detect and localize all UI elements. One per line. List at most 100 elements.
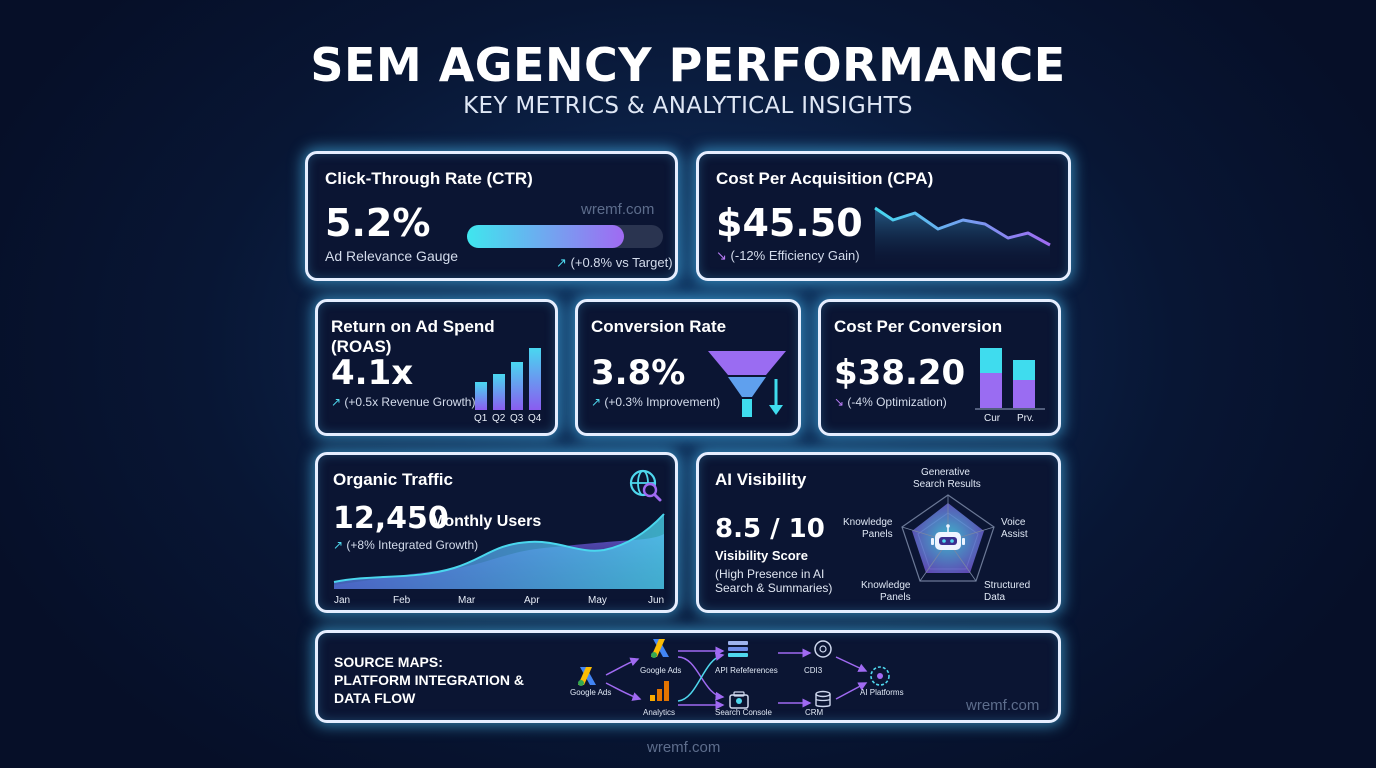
ctr-title: Click-Through Rate (CTR) — [325, 169, 533, 188]
ctr-gauge-fill — [467, 225, 624, 248]
radar-label-bottom-left-2: Panels — [880, 592, 911, 603]
radar-label-right-2: Assist — [1001, 529, 1028, 540]
ai-visibility-card: AI Visibility 8.5 / 10 Visibility Score … — [696, 452, 1061, 613]
organic-line-cyan — [333, 513, 665, 583]
node-label-ai-platforms: AI Platforms — [860, 688, 904, 697]
ai-visibility-note-2: Search & Summaries) — [715, 581, 833, 595]
organic-value: 12,450 — [333, 501, 449, 536]
organic-traffic-card: Organic Traffic 12,450 Monthly Users ↗ (… — [315, 452, 678, 613]
source-maps-title-1: SOURCE MAPS: — [334, 654, 443, 670]
roas-bar-q1 — [475, 382, 487, 410]
flow-crm-to-ai — [835, 682, 868, 700]
source-maps-title-2: PLATFORM INTEGRATION & — [334, 672, 525, 688]
globe-search-icon — [629, 469, 662, 502]
roas-tick-q1: Q1 — [474, 413, 488, 424]
radar-label-bottom-right-1: Structured — [984, 580, 1031, 591]
organic-tick-jun: Jun — [648, 595, 665, 606]
roas-bar-q4 — [529, 348, 541, 410]
node-label-crm: CRM — [805, 708, 824, 717]
source-maps-watermark: wremf.com — [966, 697, 1040, 714]
search-console-icon — [729, 691, 749, 709]
roas-change: ↗ (+0.5x Revenue Growth) — [331, 395, 476, 409]
cpa-title: Cost Per Acquisition (CPA) — [716, 169, 934, 188]
conversion-rate-title: Conversion Rate — [591, 317, 727, 336]
roas-title: Return on Ad Spend (ROAS) — [331, 317, 495, 356]
page-subtitle: KEY METRICS & ANALYTICAL INSIGHTS — [463, 93, 913, 119]
roas-bar-q2 — [493, 374, 505, 410]
organic-area-cyan — [334, 514, 664, 589]
cpa-card: Cost Per Acquisition (CPA) $45.50 ↘ (-12… — [696, 151, 1071, 281]
tick-prv: Prv. — [1017, 413, 1035, 424]
organic-tick-jan: Jan — [334, 595, 351, 606]
bar-prv-bottom — [1013, 380, 1035, 408]
arrow-down-icon: ↘ — [834, 395, 845, 409]
radar-label-left-1: Knowledge — [843, 517, 893, 528]
api-stack-icon — [728, 641, 748, 657]
roas-value: 4.1x — [331, 353, 414, 393]
arrow-up-icon: ↗ — [591, 395, 602, 409]
organic-unit: Monthly Users — [431, 513, 542, 530]
conversion-rate-change: ↗ (+0.3% Improvement) — [591, 395, 721, 409]
ctr-watermark: wremf.com — [581, 201, 655, 218]
cpa-sparkline — [874, 206, 1051, 266]
cpa-value: $45.50 — [716, 201, 863, 245]
tick-cur: Cur — [984, 413, 1001, 424]
bar-cur-bottom — [980, 373, 1002, 408]
google-ads-icon — [651, 639, 669, 658]
flow-cdi3-to-ai — [835, 656, 868, 672]
cost-per-conversion-card: Cost Per Conversion $38.20 ↘ (-4% Optimi… — [818, 299, 1061, 436]
roas-bar-q3 — [511, 362, 523, 410]
roas-tick-q3: Q3 — [510, 413, 524, 424]
organic-tick-feb: Feb — [393, 595, 411, 606]
cdi3-icon — [814, 640, 832, 658]
ai-visibility-radar — [901, 494, 995, 582]
ctr-card: Click-Through Rate (CTR) 5.2% Ad Relevan… — [305, 151, 678, 281]
radar-label-top-2: Search Results — [913, 479, 981, 490]
cpa-sparkline-area — [875, 208, 1050, 266]
footer-watermark: wremf.com — [647, 739, 721, 756]
data-flow-diagram — [578, 639, 890, 710]
bar-cur-top — [980, 348, 1002, 373]
radar-label-bottom-right-2: Data — [984, 592, 1006, 603]
node-label-search-console: Search Console — [715, 708, 772, 717]
flow-ads-to-analytics — [605, 682, 642, 701]
source-maps-card: SOURCE MAPS: PLATFORM INTEGRATION & DATA… — [315, 630, 1061, 723]
radar-label-bottom-left-1: Knowledge — [861, 580, 911, 591]
ctr-caption: Ad Relevance Gauge — [325, 248, 459, 264]
ai-visibility-score-label: Visibility Score — [715, 548, 808, 563]
flow-top-to-console — [677, 656, 725, 701]
node-label-analytics: Analytics — [643, 708, 676, 717]
organic-tick-may: May — [588, 595, 607, 606]
ctr-gauge-track — [467, 225, 663, 248]
arrow-up-icon: ↗ — [556, 255, 567, 270]
arrow-down-icon: ↘ — [716, 248, 727, 263]
node-label-google-ads-top: Google Ads — [640, 666, 682, 675]
analytics-icon — [650, 681, 669, 701]
radar-label-left-2: Panels — [862, 529, 893, 540]
node-label-cdi3: CDI3 — [804, 666, 823, 675]
cost-comparison-bars — [975, 348, 1045, 410]
flow-analytics-to-api — [677, 652, 725, 702]
arrow-up-icon: ↗ — [333, 538, 344, 552]
conversion-rate-card: Conversion Rate 3.8% ↗ (+0.3% Improvemen… — [575, 299, 801, 436]
radar-label-top-1: Generative — [921, 467, 970, 478]
roas-tick-q4: Q4 — [528, 413, 542, 424]
ctr-change: ↗ (+0.8% vs Target) — [556, 255, 673, 270]
funnel-icon — [708, 351, 786, 417]
organic-tick-mar: Mar — [458, 595, 476, 606]
node-label-google-ads-left: Google Ads — [570, 688, 612, 697]
roas-tick-q2: Q2 — [492, 413, 506, 424]
arrow-up-icon: ↗ — [331, 395, 342, 409]
cost-per-conversion-change: ↘ (-4% Optimization) — [834, 395, 947, 409]
ai-visibility-title: AI Visibility — [715, 470, 807, 489]
page-title: SEM AGENCY PERFORMANCE — [310, 38, 1066, 92]
cost-per-conversion-value: $38.20 — [834, 353, 966, 393]
organic-change: ↗ (+8% Integrated Growth) — [333, 538, 479, 552]
roas-bar-chart — [475, 348, 541, 410]
radar-label-right-1: Voice — [1001, 517, 1026, 528]
flow-ads-to-ads — [605, 657, 640, 676]
cost-per-conversion-title: Cost Per Conversion — [834, 317, 1003, 336]
roas-card: Return on Ad Spend (ROAS) 4.1x ↗ (+0.5x … — [315, 299, 558, 436]
source-maps-title-3: DATA FLOW — [334, 690, 416, 706]
cpa-sparkline-line — [874, 206, 1051, 247]
